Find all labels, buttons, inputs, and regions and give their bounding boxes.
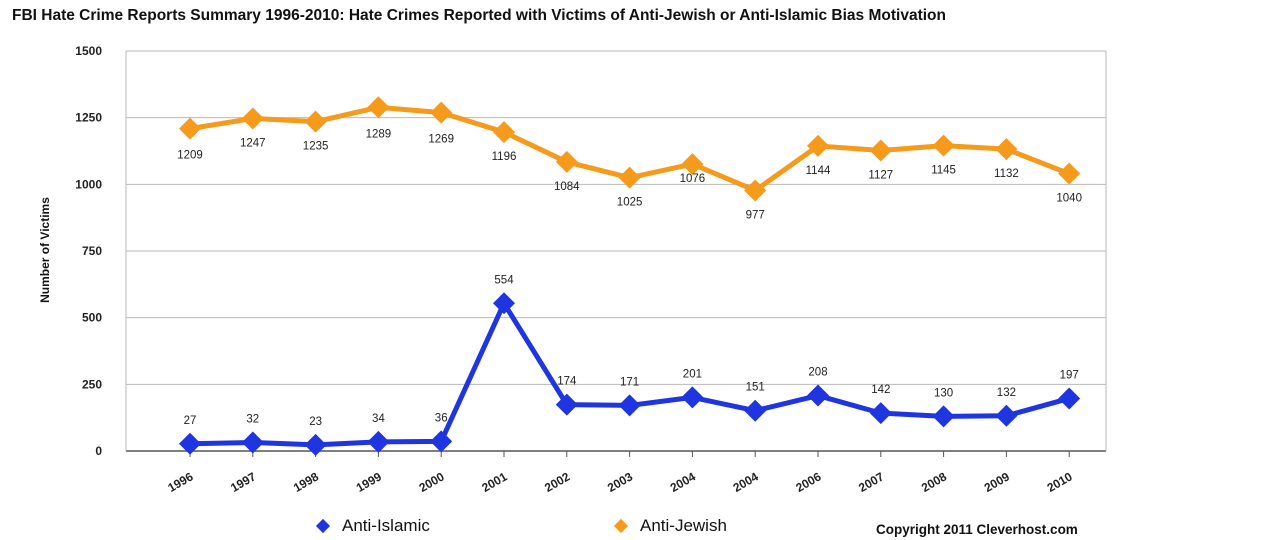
data-point xyxy=(618,394,641,417)
data-label: 201 xyxy=(683,368,702,380)
y-tick-label: 1250 xyxy=(75,111,102,125)
data-point xyxy=(555,393,578,416)
x-tick-label: 2002 xyxy=(542,469,572,495)
data-point xyxy=(932,405,955,428)
data-point xyxy=(304,433,327,456)
data-point xyxy=(241,107,264,130)
data-point xyxy=(367,96,390,119)
data-label: 174 xyxy=(557,376,577,388)
data-label: 1127 xyxy=(868,169,893,181)
y-tick-label: 0 xyxy=(95,444,102,458)
data-label: 1235 xyxy=(303,141,329,153)
x-tick-label: 1998 xyxy=(291,469,321,495)
data-point xyxy=(807,134,829,157)
data-point xyxy=(995,138,1018,161)
data-label: 1076 xyxy=(680,173,706,185)
data-point xyxy=(1058,162,1081,185)
copyright-notice: Copyright 2011 Cleverhost.com xyxy=(876,522,1078,537)
x-axis-ticks: 1996 1997 1998 1999 2000 2001 2002 2003 2004 2004… xyxy=(165,451,1075,495)
y-tick-label: 1500 xyxy=(75,44,102,58)
data-point xyxy=(1058,387,1081,410)
data-label: 151 xyxy=(746,382,765,394)
y-tick-label: 750 xyxy=(82,244,102,258)
data-label: 34 xyxy=(372,413,385,425)
y-axis-label: Number of Victims xyxy=(38,197,52,303)
legend-label-anti-islamic: Anti-Islamic xyxy=(342,516,430,535)
series-anti-islamic: 27 32 23 34 36 554 174 171 201 151 208 142 130 132 197 xyxy=(179,274,1081,456)
legend-label-anti-jewish: Anti-Jewish xyxy=(640,516,727,535)
x-tick-label: 2004 xyxy=(731,469,761,495)
x-tick-label: 2006 xyxy=(793,469,823,495)
data-label: 1247 xyxy=(240,137,266,149)
data-point xyxy=(241,431,264,454)
data-label: 1209 xyxy=(177,150,203,162)
data-point xyxy=(744,179,767,202)
data-label: 197 xyxy=(1060,369,1079,381)
x-tick-label: 2008 xyxy=(919,469,949,495)
data-label: 977 xyxy=(746,209,765,221)
y-axis-ticks: 0 250 500 750 1000 1250 1500 xyxy=(75,44,102,458)
data-point xyxy=(493,292,515,315)
data-label: 27 xyxy=(184,415,197,427)
data-point xyxy=(869,139,892,162)
data-label: 130 xyxy=(934,387,953,399)
legend-swatch-anti-islamic xyxy=(315,518,331,534)
x-tick-label: 2003 xyxy=(605,469,635,495)
data-label: 208 xyxy=(808,367,827,379)
legend-item-anti-jewish: Anti-Jewish xyxy=(613,516,727,536)
legend-swatch-anti-jewish xyxy=(613,518,629,534)
x-tick-label: 2010 xyxy=(1045,469,1075,495)
y-tick-label: 250 xyxy=(82,377,102,391)
x-tick-label: 2004 xyxy=(668,469,698,495)
data-point xyxy=(179,432,201,455)
x-tick-label: 2001 xyxy=(479,469,509,495)
data-label: 142 xyxy=(871,384,890,396)
data-point xyxy=(995,404,1018,427)
data-point xyxy=(179,117,201,140)
data-point xyxy=(555,150,578,173)
data-point xyxy=(807,384,829,407)
series-anti-jewish: 1209 1247 1235 1289 1269 1196 1084 1025 1076 977 1… xyxy=(177,96,1082,221)
data-label: 1196 xyxy=(492,151,517,163)
data-point xyxy=(493,121,515,144)
legend-item-anti-islamic: Anti-Islamic xyxy=(315,516,430,536)
data-label: 171 xyxy=(620,376,639,388)
x-tick-label: 1997 xyxy=(228,469,258,495)
x-tick-label: 2007 xyxy=(856,469,886,495)
data-point xyxy=(869,402,892,425)
data-point xyxy=(367,430,390,453)
legend: Anti-Islamic Anti-Jewish xyxy=(315,516,1158,538)
data-label: 32 xyxy=(246,413,259,425)
data-point xyxy=(681,153,704,176)
gridlines xyxy=(125,50,1107,452)
data-point xyxy=(932,134,955,157)
data-label: 1145 xyxy=(931,165,956,177)
chart-title: FBI Hate Crime Reports Summary 1996-2010… xyxy=(12,7,946,24)
data-label: 23 xyxy=(309,416,322,428)
data-label: 554 xyxy=(494,274,514,286)
data-point xyxy=(744,399,767,422)
data-point xyxy=(618,166,641,189)
data-point xyxy=(430,101,453,124)
x-tick-label: 1999 xyxy=(354,469,384,495)
data-label: 1132 xyxy=(994,168,1019,180)
data-label: 132 xyxy=(997,387,1016,399)
data-point xyxy=(430,430,453,453)
y-tick-label: 1000 xyxy=(75,177,102,191)
data-label: 1144 xyxy=(806,165,831,177)
data-label: 1269 xyxy=(428,134,454,146)
x-tick-label: 2000 xyxy=(417,469,447,495)
data-label: 1289 xyxy=(366,128,392,140)
x-tick-label: 1996 xyxy=(165,469,195,495)
data-label: 36 xyxy=(435,412,448,424)
x-tick-label: 2009 xyxy=(982,469,1012,495)
data-point xyxy=(304,110,327,133)
data-label: 1040 xyxy=(1056,193,1082,205)
y-tick-label: 500 xyxy=(82,311,102,325)
data-label: 1084 xyxy=(554,181,580,193)
data-point xyxy=(681,386,704,409)
data-label: 1025 xyxy=(617,197,643,209)
series-layer: 27 32 23 34 36 554 174 171 201 151 208 142 130 132 197… xyxy=(177,96,1082,456)
